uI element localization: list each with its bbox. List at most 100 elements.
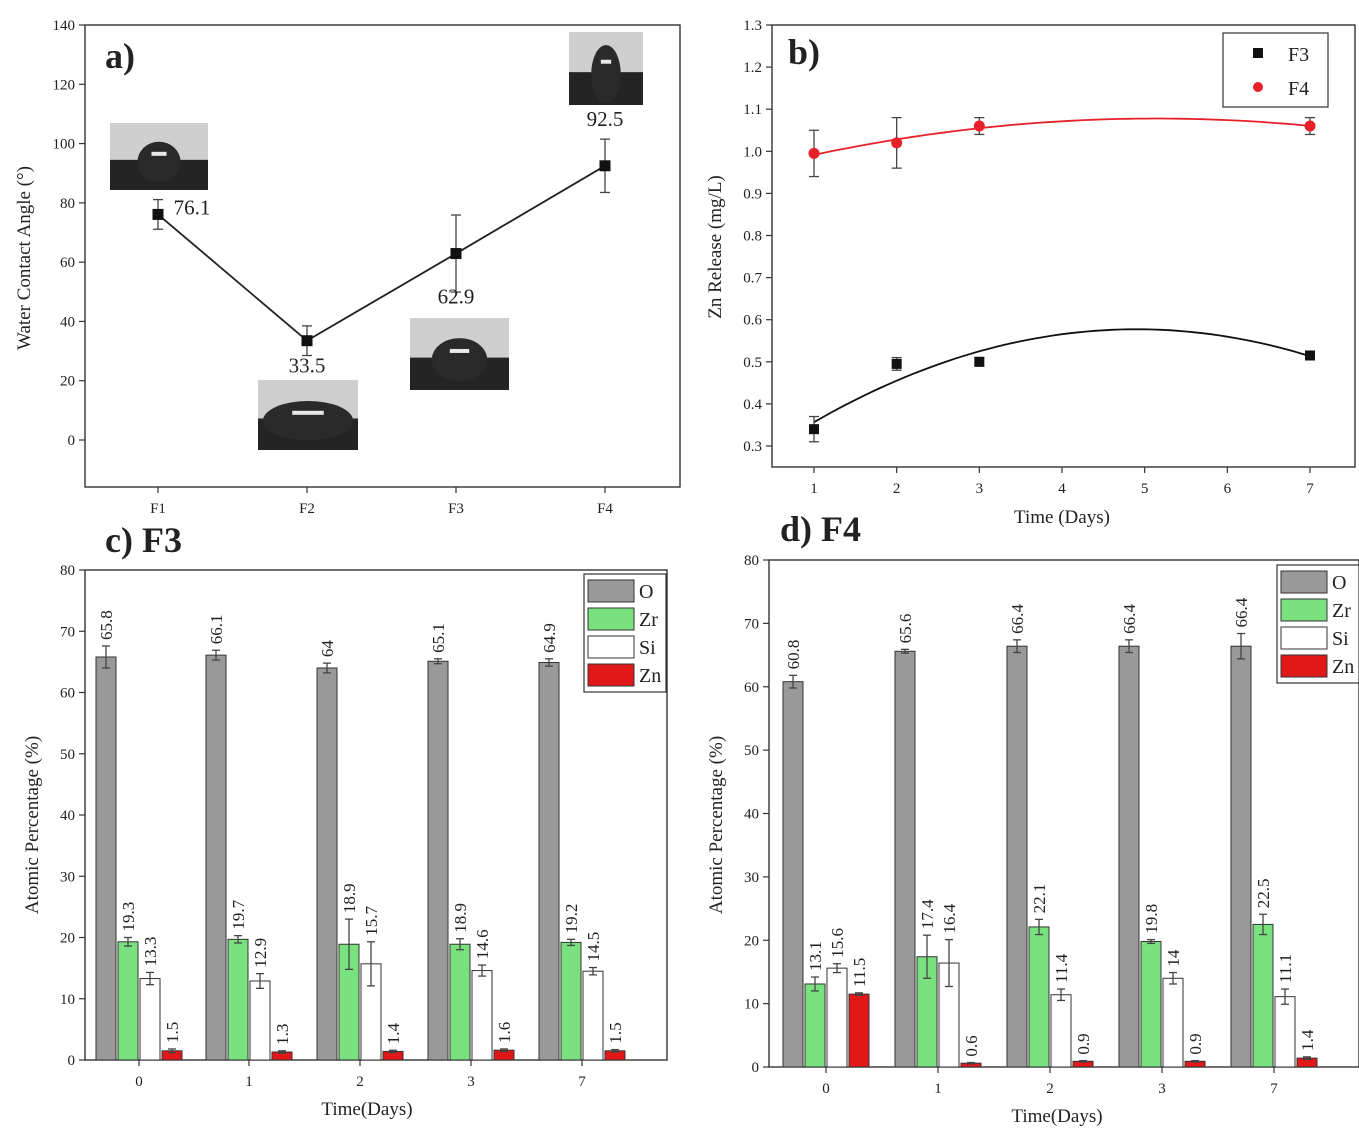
panel-d-xlabel: Time(Days) [1011,1106,1102,1127]
panel-c-bar-label: 19.3 [119,902,138,932]
legend-label-o: O [639,581,653,603]
panel-c-ytick-label: 70 [60,624,75,640]
panel-d-bar-label: 13.1 [806,941,825,971]
panel-d-bar-zr [1140,941,1162,1068]
panel-d-bar-o [1006,645,1028,1068]
panel-d-bar-label: 14 [1164,949,1183,967]
legend-swatch-si [1280,626,1328,650]
droplet-image-1 [110,123,208,190]
legend-label-zn: Zn [1332,656,1354,678]
panel-c-bar-label: 19.2 [562,904,581,934]
panel-b-frame [771,24,1356,468]
panel-d-bar-label: 1.4 [1298,1029,1317,1051]
panel-c-ytick-label: 50 [60,747,75,763]
panel-d-ytick-label: 40 [744,807,759,823]
panel-b-ytick-label: 0.7 [743,271,762,287]
panel-b-xtick-label: 3 [976,481,984,497]
panel-b-xtick-label: 5 [1141,481,1149,497]
panel-b-ytick-label: 0.4 [743,397,762,413]
panel-c-ytick-label: 30 [60,869,75,885]
panel-c-bar-label: 1.3 [273,1024,292,1045]
panel-d-bar-label: 66.4 [1120,604,1139,634]
panel-c-bar-label: 1.5 [163,1022,182,1043]
panel-c-ylabel: Atomic Percentage (%) [22,736,43,914]
panel-b-xtick-label: 6 [1224,481,1232,497]
panel-c-bar-label: 14.5 [584,932,603,962]
panel-b-point-f4 [808,147,820,159]
legend-label-si: Si [639,637,656,659]
panel-a-ytick-label: 60 [60,255,75,271]
panel-d-bar-label: 19.8 [1142,904,1161,934]
panel-a-xtick-label: F4 [597,501,613,517]
panel-d-bar-zn [848,993,870,1068]
panel-c-bar-label: 12.9 [251,938,270,968]
legend-swatch-zn [587,663,635,687]
panel-d-bar-o [1118,645,1140,1068]
panel-c-bar-o [205,654,227,1061]
panel-c-title: c) F3 [105,520,182,560]
panel-a-marker [152,208,164,220]
panel-a-ytick-label: 20 [60,374,75,390]
panel-a-ytick-label: 140 [53,18,76,34]
panel-d-bar-label: 17.4 [918,899,937,929]
panel-c-bar-label: 66.1 [207,614,226,644]
panel-b-point-f3 [809,424,819,435]
legend-label-f4: F4 [1288,78,1309,100]
panel-c-bar-label: 14.6 [473,929,492,959]
panel-d-bar-label: 15.6 [828,928,847,958]
panel-b-ylabel: Zn Release (mg/L) [705,175,726,319]
panel-b-point-f4 [973,120,985,132]
panel-d-f4-bars: d) F4 Atomic Percentage (%) Time(Days) 0… [706,509,1359,1127]
panel-b-ytick-label: 1.0 [743,144,762,160]
panel-c-xtick-label: 2 [356,1074,364,1090]
panel-b-legend: F3 F4 [1222,32,1329,108]
panel-c-ytick-label: 20 [60,931,75,947]
panel-c-bar-o [95,656,117,1061]
panel-b-xtick-label: 2 [893,481,901,497]
panel-c-f3-bars: c) F3 Atomic Percentage (%) Time(Days) 0… [22,520,668,1120]
panel-d-bar-label: 66.4 [1008,604,1027,634]
panel-a-marker [301,335,313,347]
panel-d-xtick-label: 7 [1270,1081,1278,1097]
panel-d-ytick-label: 30 [744,870,759,886]
panel-c-xlabel: Time(Days) [321,1099,412,1120]
panel-a-frame [84,24,681,488]
panel-a-ytick-label: 120 [53,77,76,93]
panel-c-bar-si [139,978,161,1061]
panel-b-fit-curve-f3 [813,328,1311,423]
panel-d-bar-zr [804,983,826,1068]
legend-marker-f4 [1253,82,1263,92]
panel-c-legend: O Zr Si Zn [583,573,667,693]
panel-b-ytick-label: 0.6 [743,313,762,329]
panel-a-marker [599,160,611,172]
panel-c-bar-label: 64.9 [540,623,559,653]
droplet-image-2 [258,380,358,450]
panel-a-ytick-label: 80 [60,196,75,212]
panel-d-ytick-label: 0 [752,1060,760,1076]
panel-b-point-f3 [891,358,902,369]
panel-b-point-f4 [891,137,903,149]
panel-b-point-f4 [1304,120,1316,132]
panel-a-title: a) [105,36,135,76]
panel-b-xtick-label: 7 [1306,481,1314,497]
panel-c-bar-label: 18.9 [340,883,359,913]
panel-d-bar-label: 16.4 [940,903,959,933]
panel-c-bar-si [249,980,271,1061]
panel-c-bar-label: 1.4 [384,1022,403,1044]
panel-b-title: b) [788,32,820,72]
panel-c-bar-label: 65.1 [429,623,448,653]
panel-d-bar-zr [1252,923,1274,1068]
panel-d-xtick-label: 3 [1158,1081,1166,1097]
panel-d-legend: O Zr Si Zn [1276,564,1359,684]
panel-d-bar-label: 11.5 [850,958,869,987]
panel-a-point-label: 92.5 [587,107,624,131]
panel-c-ytick-label: 40 [60,808,75,824]
panel-c-ytick-label: 0 [68,1053,76,1069]
panel-a-line [157,165,606,342]
panel-d-ylabel: Atomic Percentage (%) [706,736,727,914]
panel-c-bar-zr [449,943,471,1061]
panel-d-xtick-label: 2 [1046,1081,1054,1097]
panel-d-bar-label: 11.1 [1276,954,1295,983]
panel-d-bar-si [826,967,848,1068]
